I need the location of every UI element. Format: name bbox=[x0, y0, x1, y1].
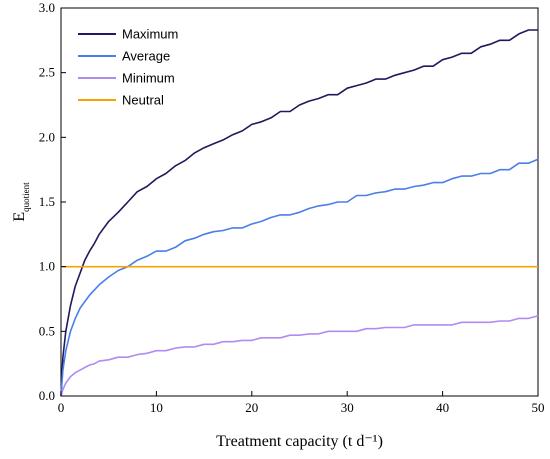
plot-frame bbox=[60, 7, 539, 397]
legend-label-maximum: Maximum bbox=[122, 27, 178, 42]
y-tick-label: 1.0 bbox=[39, 259, 55, 274]
y-tick-label: 0.5 bbox=[39, 323, 55, 338]
y-tick-label: 1.5 bbox=[39, 194, 55, 209]
legend-label-neutral: Neutral bbox=[122, 93, 164, 108]
x-tick-label: 10 bbox=[150, 400, 163, 415]
series-line-average bbox=[60, 158, 539, 397]
plot-area bbox=[60, 7, 539, 397]
y-tick-label: 2.5 bbox=[39, 65, 55, 80]
x-tick-label: 20 bbox=[245, 400, 258, 415]
legend-label-average: Average bbox=[122, 49, 170, 64]
y-axis-title-sub: quotient bbox=[21, 182, 31, 212]
y-tick-label: 0.0 bbox=[39, 388, 55, 403]
legend-label-minimum: Minimum bbox=[122, 71, 175, 86]
y-axis-title: Equotient bbox=[11, 182, 31, 222]
series-line-maximum bbox=[60, 29, 538, 397]
x-axis-title: Treatment capacity (t d⁻¹) bbox=[216, 433, 383, 450]
series-line-minimum bbox=[60, 315, 539, 397]
x-tick-label: 50 bbox=[532, 400, 545, 415]
x-tick-label: 0 bbox=[58, 400, 65, 415]
legend: Maximum Average Minimum Neutral bbox=[78, 27, 178, 108]
x-tick-label: 30 bbox=[341, 400, 354, 415]
series-layer bbox=[60, 29, 539, 397]
y-axis-ticks: 0.0 0.5 1.0 1.5 2.0 2.5 3.0 bbox=[39, 0, 66, 403]
x-axis-ticks: 0 10 20 30 40 50 bbox=[58, 391, 545, 415]
y-tick-label: 3.0 bbox=[39, 0, 55, 15]
y-tick-label: 2.0 bbox=[39, 129, 55, 144]
y-axis-title-main: E bbox=[11, 212, 28, 222]
x-tick-label: 40 bbox=[436, 400, 449, 415]
